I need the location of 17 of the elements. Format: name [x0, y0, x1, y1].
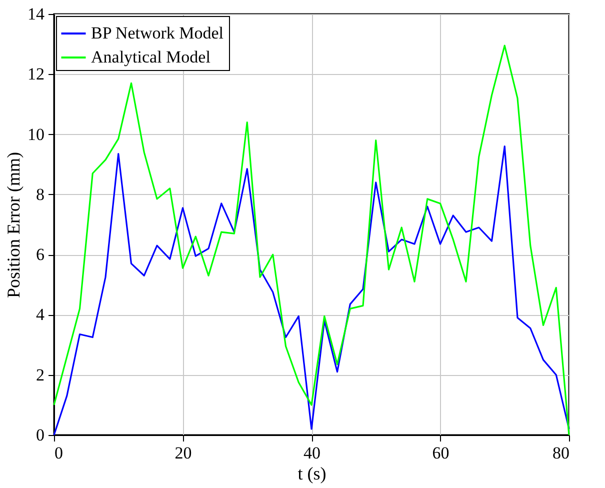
- y-axis-title: Position Error (mm): [4, 152, 24, 298]
- legend-label: Analytical Model: [91, 48, 211, 66]
- y-tick-label: 10: [28, 124, 44, 144]
- y-tick-label: 12: [28, 64, 44, 84]
- y-tick-label: 2: [36, 365, 44, 384]
- y-tick-label: 8: [36, 184, 44, 204]
- x-tick-label: 80: [552, 444, 570, 462]
- x-tick-label: 40: [304, 444, 320, 462]
- x-axis-title: t (s): [298, 464, 326, 484]
- y-tick-label: 4: [36, 305, 45, 324]
- y-tick-label: 6: [36, 245, 44, 264]
- x-tick-label: 20: [174, 444, 192, 462]
- x-tick-label: 0: [54, 444, 63, 462]
- y-tick-label: 14: [28, 4, 45, 24]
- x-tick-label: 60: [432, 444, 450, 462]
- legend-label: BP Network Model: [91, 24, 224, 42]
- y-tick-label: 0: [36, 426, 44, 444]
